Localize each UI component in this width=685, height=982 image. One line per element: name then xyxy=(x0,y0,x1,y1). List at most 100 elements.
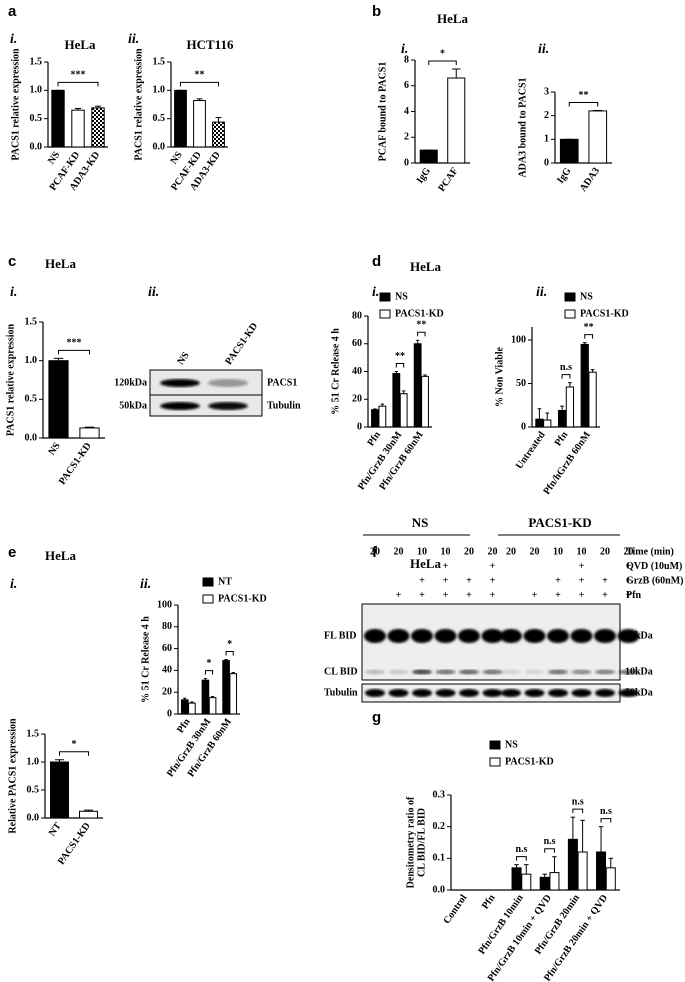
legend-label: NS xyxy=(580,291,593,302)
y-axis-label: ADA3 bound to PACS1 xyxy=(517,77,528,177)
significance-bracket xyxy=(544,848,555,853)
condition-value: + xyxy=(532,590,538,601)
blot-band xyxy=(365,669,385,675)
x-tick-label: ADA3 xyxy=(578,166,602,194)
error-bar xyxy=(608,857,614,868)
condition-value: + xyxy=(626,561,632,572)
y-tick-label: 1.5 xyxy=(27,728,40,739)
y-axis-label: % Non Viable xyxy=(494,346,505,407)
panel-title: HeLa xyxy=(45,548,77,563)
y-tick-label: 0.3 xyxy=(433,789,446,800)
y-tick-label: 8 xyxy=(404,54,409,65)
bar xyxy=(180,699,189,715)
x-tick-label: PACS1-KD xyxy=(57,441,94,487)
bar xyxy=(222,660,230,715)
panel-title: HeLa xyxy=(410,556,442,571)
error-bar xyxy=(537,408,542,420)
blot-band xyxy=(524,669,545,675)
blot-band xyxy=(501,689,521,697)
y-axis-label: PCAF bound to PACS1 xyxy=(377,62,388,162)
y-tick-label: 0 xyxy=(404,157,409,168)
error-bar xyxy=(423,374,427,377)
bar xyxy=(605,867,616,891)
significance-bracket xyxy=(58,349,90,355)
bar xyxy=(567,838,578,891)
legend-swatch xyxy=(564,309,576,319)
error-bar xyxy=(183,697,187,700)
blot-band xyxy=(388,669,409,675)
y-tick-label: 100 xyxy=(511,334,526,345)
y-axis-label: Relative PACS1 expression xyxy=(7,718,18,834)
significance-label: ** xyxy=(395,351,405,362)
bar xyxy=(543,419,552,428)
bar xyxy=(596,851,607,891)
legend-label: PACS1-KD xyxy=(505,756,554,767)
blot-band xyxy=(160,402,200,410)
bar xyxy=(188,702,196,715)
legend-swatch xyxy=(489,757,501,767)
condition-value: 10 xyxy=(553,546,563,557)
bar xyxy=(212,121,225,148)
bar xyxy=(539,876,550,891)
error-bar xyxy=(598,826,604,852)
significance-bracket xyxy=(57,81,99,87)
blot-band xyxy=(160,379,200,387)
error-bar xyxy=(224,659,228,661)
panel-title: HeLa xyxy=(45,256,77,271)
y-tick-label: 60 xyxy=(352,338,362,349)
condition-value: 20 xyxy=(600,546,610,557)
y-tick-label: 0.5 xyxy=(27,784,40,795)
y-tick-label: 0 xyxy=(167,708,172,719)
blot-band xyxy=(548,669,568,675)
legend-label: PACS1-KD xyxy=(580,308,629,319)
chart-subtitle: ii. xyxy=(536,285,547,300)
chart-subtitle: i. xyxy=(372,285,379,300)
blot-band xyxy=(365,689,385,697)
y-axis-label: Densitometry ratio of xyxy=(405,796,416,888)
chart-subtitle: i. xyxy=(401,42,408,57)
lane-label: NS xyxy=(175,350,192,367)
y-tick-label: 100 xyxy=(157,599,172,610)
error-bar xyxy=(394,371,399,374)
error-bar xyxy=(590,369,595,373)
significance-label: n.s xyxy=(515,844,527,855)
blot-band xyxy=(364,629,386,643)
legend-label: NS xyxy=(395,291,408,302)
error-bar xyxy=(210,696,215,698)
y-tick-label: 0.0 xyxy=(153,141,166,152)
condition-value: 10 xyxy=(577,546,587,557)
x-tick-label: Control xyxy=(441,893,469,927)
blot-band xyxy=(459,689,479,697)
x-tick-label: IgG xyxy=(415,166,434,186)
blot-band xyxy=(208,402,248,410)
condition-value: + xyxy=(626,575,632,586)
blot-band xyxy=(500,629,522,643)
y-tick-label: 0.5 xyxy=(30,113,43,124)
error-bar xyxy=(582,342,587,345)
significance-label: * xyxy=(72,739,77,750)
bar xyxy=(447,77,466,164)
legend-label: PACS1-KD xyxy=(218,593,267,604)
x-tick-label: Untreated xyxy=(514,429,548,471)
blot-band xyxy=(547,629,569,643)
blot-band xyxy=(594,629,616,643)
significance-bracket xyxy=(572,808,584,814)
error-bar xyxy=(53,357,64,361)
error-bar xyxy=(215,117,222,123)
significance-bracket xyxy=(561,374,571,379)
bar xyxy=(421,375,429,428)
condition-value: + xyxy=(626,590,632,601)
y-tick-label: 0 xyxy=(521,421,526,432)
blot-band xyxy=(388,689,409,697)
x-tick-label: NT xyxy=(47,820,64,838)
significance-label: ** xyxy=(584,322,594,333)
bar xyxy=(79,427,100,439)
group-label: NS xyxy=(412,515,429,530)
significance-bracket xyxy=(417,331,426,337)
bar xyxy=(399,393,408,428)
y-axis-label: PACS1 relative expression xyxy=(5,323,16,436)
y-tick-label: 1 xyxy=(544,134,549,145)
y-tick-label: 0.5 xyxy=(25,394,38,405)
x-tick-label: NS xyxy=(168,149,185,166)
